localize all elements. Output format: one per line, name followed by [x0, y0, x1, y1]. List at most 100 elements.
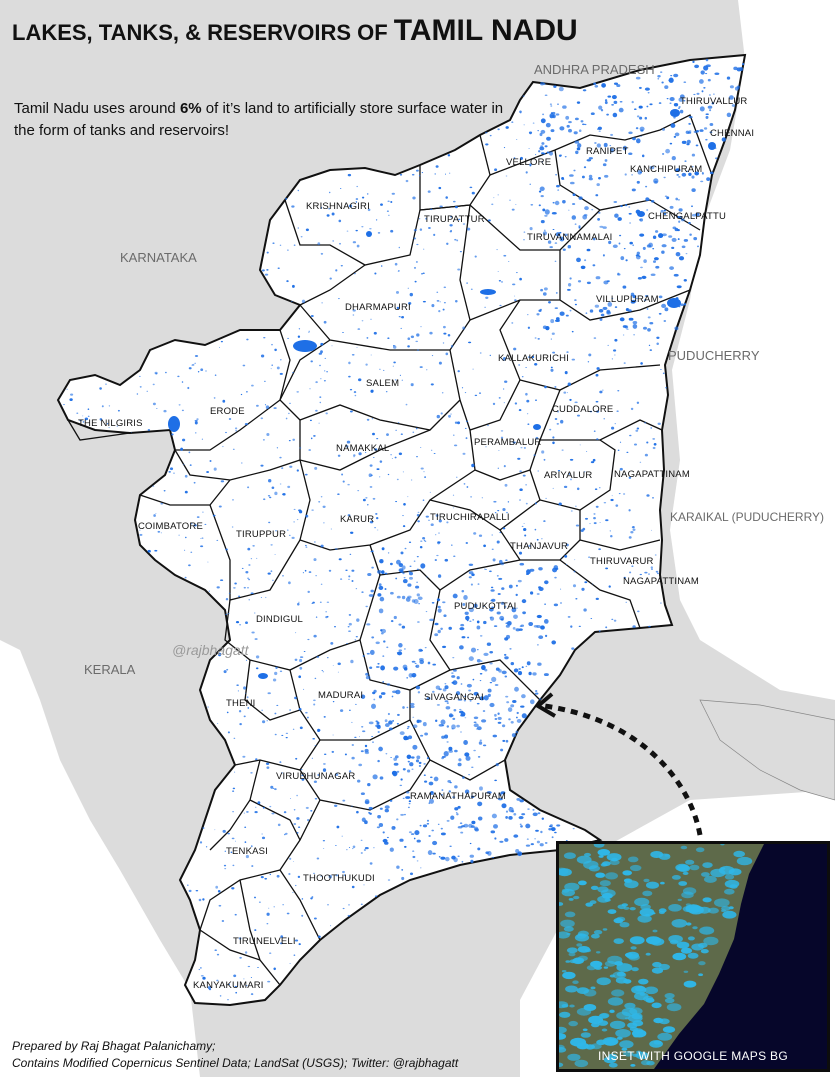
water-body — [369, 464, 373, 467]
water-body — [270, 785, 274, 789]
water-body — [583, 166, 587, 169]
water-body — [669, 266, 674, 270]
water-body — [728, 95, 734, 100]
water-body — [700, 180, 704, 183]
water-body — [677, 199, 681, 201]
water-body — [543, 287, 548, 291]
water-body — [469, 699, 472, 702]
water-body — [541, 817, 544, 820]
water-body — [391, 192, 395, 195]
water-body — [430, 791, 434, 794]
water-body — [683, 278, 687, 282]
water-body — [666, 196, 670, 200]
bay-of-bengal — [520, 0, 835, 1077]
water-body — [406, 706, 409, 709]
water-body — [560, 588, 562, 590]
inset-water-body — [733, 850, 745, 858]
water-body — [596, 438, 599, 441]
water-body — [415, 585, 420, 589]
water-body — [532, 672, 537, 676]
water-body — [365, 675, 371, 680]
water-body — [679, 109, 684, 114]
water-body — [658, 102, 662, 105]
water-body — [663, 176, 666, 179]
water-body — [201, 511, 204, 513]
water-body — [331, 345, 333, 347]
water-body — [321, 302, 323, 304]
water-body — [409, 571, 413, 576]
water-body — [402, 797, 405, 800]
inset-water-body — [596, 951, 601, 954]
water-body — [482, 605, 485, 607]
water-body — [429, 331, 433, 335]
water-body — [644, 421, 647, 424]
water-body — [390, 757, 392, 758]
water-body — [304, 473, 308, 476]
water-body — [360, 792, 365, 795]
water-body — [550, 319, 555, 324]
water-body — [508, 806, 514, 813]
water-body — [310, 314, 314, 318]
reservoir — [667, 298, 681, 308]
water-body — [543, 229, 546, 232]
water-body — [688, 172, 692, 176]
water-body — [491, 606, 495, 609]
water-body — [364, 847, 369, 850]
water-body — [623, 362, 626, 364]
water-body — [146, 390, 148, 392]
water-body — [470, 583, 473, 586]
water-body — [457, 370, 460, 373]
water-body — [701, 90, 704, 93]
water-body — [410, 335, 415, 339]
water-body — [494, 713, 497, 717]
water-body — [573, 169, 576, 172]
water-body — [468, 576, 472, 579]
water-body — [555, 291, 558, 294]
water-body — [409, 702, 415, 706]
water-body — [508, 816, 513, 820]
water-body — [520, 447, 523, 449]
inset-water-body — [676, 941, 690, 949]
water-body — [726, 112, 732, 118]
water-body — [266, 766, 270, 769]
water-body — [619, 467, 623, 471]
water-body — [395, 429, 397, 431]
water-body — [432, 840, 438, 846]
water-body — [247, 547, 251, 551]
neighbor-label-andhra-pradesh: ANDHRA PRADESH — [534, 62, 655, 77]
water-body — [320, 207, 323, 209]
water-body — [190, 523, 193, 525]
inset-water-body — [653, 1017, 664, 1024]
water-body — [715, 157, 718, 160]
water-body — [564, 156, 567, 158]
water-body — [578, 625, 581, 628]
inset-water-body — [651, 912, 656, 915]
water-body — [379, 807, 383, 810]
water-body — [593, 522, 597, 525]
water-body — [388, 214, 390, 216]
water-body — [348, 613, 352, 616]
water-body — [334, 625, 336, 628]
water-body — [279, 244, 282, 246]
water-body — [329, 277, 332, 280]
water-body — [287, 337, 290, 339]
water-body — [590, 461, 595, 464]
water-body — [231, 887, 235, 890]
water-body — [643, 259, 647, 263]
inset-water-body — [630, 1064, 636, 1067]
water-body — [246, 390, 248, 393]
water-body — [501, 724, 506, 728]
inset-water-body — [604, 960, 616, 967]
water-body — [369, 228, 372, 230]
water-body — [661, 233, 667, 237]
water-body — [410, 479, 413, 481]
inset-water-body — [614, 961, 623, 966]
water-body — [410, 833, 415, 836]
water-body — [519, 470, 522, 472]
inset-water-body — [561, 1004, 569, 1008]
water-body — [243, 812, 246, 814]
district-label-madurai: MADURAI — [318, 690, 364, 701]
water-body — [322, 768, 327, 772]
water-body — [496, 575, 499, 577]
water-body — [400, 778, 403, 781]
